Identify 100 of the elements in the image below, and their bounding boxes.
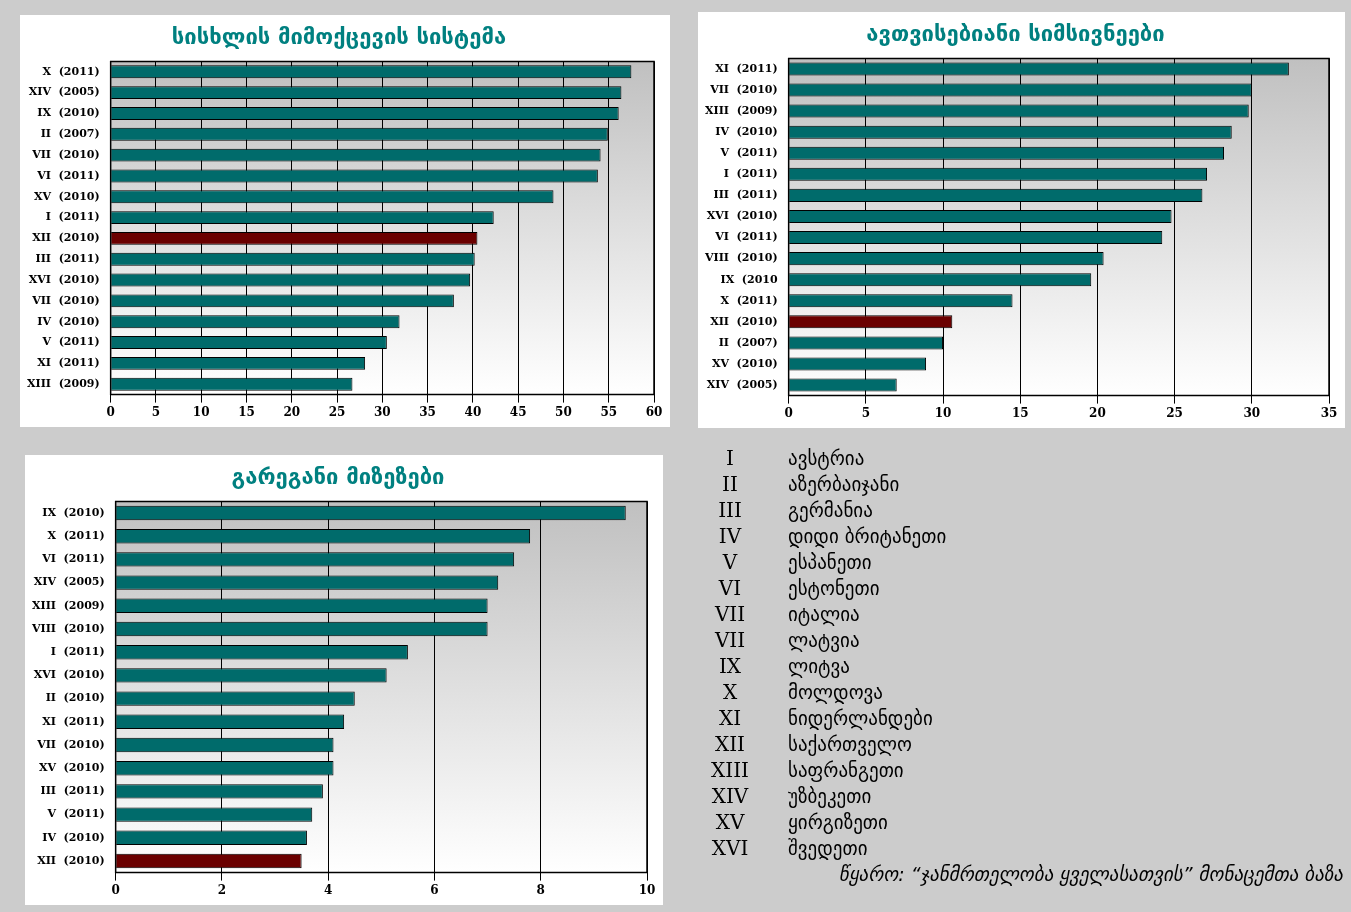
y-tick-label: IX (2010: [720, 272, 778, 286]
y-tick-label: XII (2010): [32, 231, 100, 245]
y-tick-label: XI (2011): [42, 714, 105, 728]
y-tick-label: VI (2011): [36, 168, 100, 182]
x-tick-label: 5: [861, 405, 871, 420]
text: VI: [717, 576, 743, 600]
text: ნიდერლანდები: [788, 707, 933, 729]
text: მოლდოვა: [788, 681, 883, 703]
x-tick-label: 0: [784, 405, 793, 420]
y-tick-label: II (2007): [718, 335, 778, 349]
y-tick-label: V (2011): [41, 335, 100, 349]
text: VII: [713, 602, 747, 626]
text: III: [717, 498, 743, 522]
y-tick-label: II (2007): [40, 127, 100, 141]
y-tick-label: XV (2010): [711, 356, 778, 370]
x-tick-label: 15: [238, 404, 255, 419]
text: წყარო: “ჯანმრთელობა ყველასათვის” მონაცემთა ბაზა: [837, 862, 1343, 887]
y-tick-label: III (2011): [40, 784, 105, 798]
y-tick-label: XV (2010): [33, 189, 100, 203]
y-tick-label: VIII (2010): [31, 621, 105, 635]
y-tick-label: XI (2011): [37, 356, 100, 370]
y-tick-label: XIII (2009): [27, 377, 100, 391]
x-tick-label: 45: [509, 404, 527, 419]
x-tick-label: 35: [1320, 405, 1338, 420]
y-tick-label: IX (2010): [42, 505, 105, 519]
y-tick-label: XII (2010): [710, 314, 778, 328]
x-tick-label: 30: [373, 404, 391, 419]
text: XIII: [710, 758, 750, 782]
text: IV: [717, 524, 743, 548]
y-tick-label: IX (2010): [37, 106, 100, 120]
y-tick-label: VII (2010): [31, 147, 100, 161]
text: ლატვია: [788, 629, 860, 651]
text: შვედეთი: [788, 837, 868, 859]
y-tick-label: I (2011): [50, 645, 105, 659]
x-tick-label: 10: [192, 404, 210, 419]
x-tick-label: 20: [1089, 405, 1106, 420]
text: XV: [714, 810, 746, 834]
y-tick-label: XI (2011): [715, 61, 778, 75]
text: საფრანგეთი: [788, 759, 904, 781]
text: XII: [713, 732, 746, 756]
chart-title: სისხლის მიმოქცევის სისტემა: [171, 23, 507, 49]
y-tick-label: XIV (2005): [28, 85, 100, 99]
x-tick-label: 50: [555, 404, 572, 419]
x-tick-label: 10: [638, 882, 656, 897]
y-tick-label: XII (2010): [37, 853, 105, 867]
text: ესტონეთი: [788, 577, 880, 599]
chart-title: გარეგანი მიზეზები: [231, 463, 445, 489]
x-tick-label: 55: [600, 404, 618, 419]
text: V: [721, 550, 739, 574]
y-tick-label: XIV (2005): [33, 575, 105, 589]
y-tick-label: VIII (2010): [704, 251, 778, 265]
y-tick-label: XIV (2005): [706, 377, 778, 391]
y-tick-label: VI (2011): [41, 552, 105, 566]
text: დიდი ბრიტანეთი: [788, 525, 947, 547]
chart-title: ავთვისებიანი სიმსივნეები: [866, 20, 1165, 46]
text: ყირგიზეთი: [788, 811, 888, 833]
y-tick-label: V (2011): [719, 146, 778, 160]
y-tick-label: XVI (2010): [33, 668, 105, 682]
y-tick-label: I (2011): [723, 167, 778, 181]
text: II: [721, 472, 739, 496]
text: ლიტვა: [788, 655, 850, 677]
text: I: [725, 446, 735, 470]
y-tick-label: II (2010): [45, 691, 105, 705]
y-tick-label: IV (2010): [37, 314, 100, 328]
y-tick-label: XVI (2010): [28, 272, 100, 286]
x-tick-label: 0: [111, 882, 120, 897]
x-tick-label: 15: [1011, 405, 1029, 420]
text: უზბეკეთი: [788, 785, 872, 807]
x-tick-label: 25: [1166, 405, 1183, 420]
x-tick-label: 40: [464, 404, 482, 419]
y-tick-label: VII (2010): [709, 82, 778, 96]
text: აზერბაიჯანი: [788, 473, 900, 495]
y-tick-label: VII (2010): [36, 737, 105, 751]
text: ავსტრია: [788, 447, 865, 469]
text: IX: [717, 654, 743, 678]
y-tick-label: XIII (2009): [705, 103, 778, 117]
x-tick-label: 35: [419, 404, 436, 419]
x-tick-label: 60: [645, 404, 663, 419]
y-tick-label: III (2011): [35, 252, 100, 266]
x-tick-label: 30: [1243, 405, 1261, 420]
y-tick-label: V (2011): [46, 807, 105, 821]
text: XI: [717, 706, 743, 730]
text: XVI: [710, 836, 750, 860]
x-tick-label: 4: [324, 882, 333, 897]
text: ესპანეთი: [788, 551, 872, 573]
y-tick-label: XV (2010): [38, 761, 105, 775]
text: X: [721, 680, 739, 704]
x-tick-label: 0: [106, 404, 115, 419]
y-tick-label: XVI (2010): [706, 209, 778, 223]
text: საქართველო: [788, 733, 912, 755]
text: VII: [713, 628, 747, 652]
x-tick-label: 20: [283, 404, 301, 419]
y-tick-label: I (2011): [45, 210, 100, 224]
x-tick-label: 10: [934, 405, 952, 420]
text: XIV: [710, 784, 750, 808]
x-tick-label: 25: [328, 404, 346, 419]
x-tick-label: 2: [217, 882, 227, 897]
x-tick-label: 8: [536, 882, 545, 897]
y-tick-label: X (2011): [42, 64, 100, 78]
text: იტალია: [788, 603, 860, 625]
